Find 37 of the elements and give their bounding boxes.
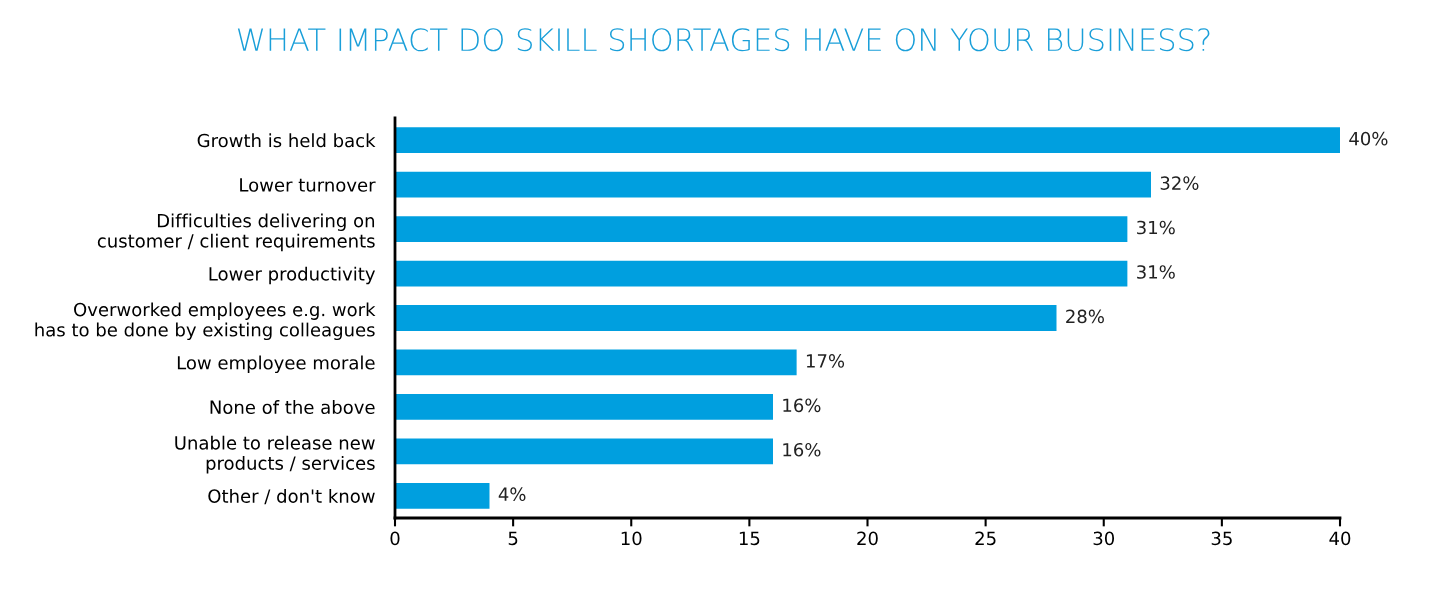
y-tick-label: Low employee morale [177,355,375,374]
data-label: 28% [1066,309,1104,324]
data-label: 31% [1137,220,1175,235]
x-tick-label: 10 [621,531,642,546]
y-tick-label: Other / don't know [208,488,375,505]
x-tick-label: 5 [508,531,518,546]
bar [395,260,1128,287]
y-tick-label: None of the above [210,400,375,415]
bar [395,349,797,376]
data-label: 4% [498,487,526,502]
bar [395,127,1340,154]
y-tick-label: Growth is held back [197,133,376,148]
x-tick-label: 40 [1329,531,1351,546]
bar [395,482,490,509]
bar [395,216,1128,242]
bar [395,394,773,420]
x-tick-label: 35 [1211,531,1232,546]
data-label: 17% [806,354,845,368]
chart-title: WHAT IMPACT DO SKILL SHORTAGES HAVE ON YOUR BUSINESS? [237,28,1210,52]
data-label: 31% [1137,265,1175,279]
x-tick-label: 20 [857,531,878,546]
x-tick-label: 30 [1093,531,1115,546]
data-label: 16% [783,442,821,457]
bar [395,171,1151,198]
y-tick-label: Overworked employees e.g. work has to be done by existing colleagues [35,302,376,341]
bar [395,305,1057,331]
bar [395,438,773,465]
data-label: 40% [1349,131,1388,146]
data-label: 32% [1160,176,1199,190]
data-label: 16% [783,398,821,413]
y-tick-label: Difficulties delivering on customer / client requirements [97,213,375,252]
y-tick-label: Unable to release new products / services [175,435,375,474]
x-tick-label: 15 [739,531,760,546]
x-tick-label: 0 [390,531,400,546]
y-tick-label: Lower turnover [240,178,376,192]
x-tick-label: 25 [975,531,996,546]
y-tick-label: Lower productivity [209,266,376,285]
